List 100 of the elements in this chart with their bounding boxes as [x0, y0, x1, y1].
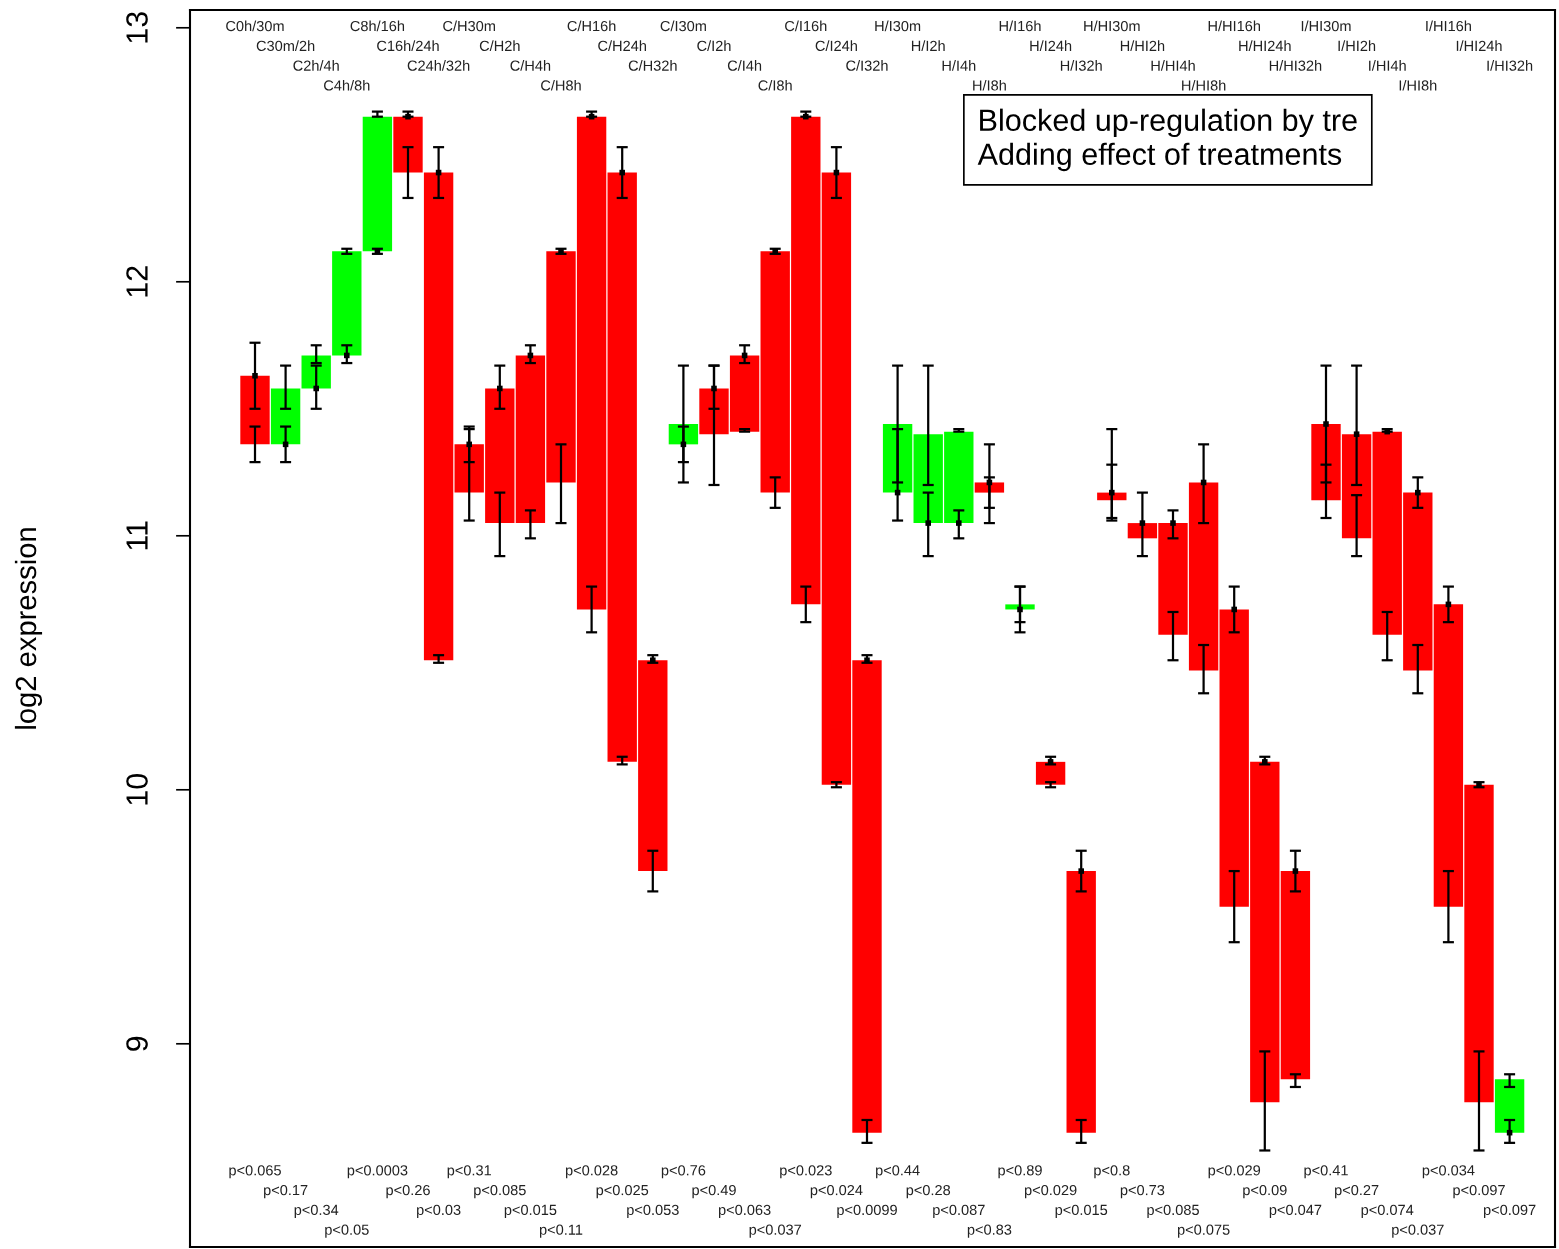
annotation: p<0.065 [229, 1165, 281, 1179]
annotation: p<0.023 [780, 1165, 832, 1179]
annotation: p<0.029 [1208, 1165, 1261, 1179]
point [1078, 868, 1084, 874]
x-tick-label: C16h/24h [377, 40, 439, 52]
y-tick-label: 11 [126, 521, 148, 550]
annotation: p<0.26 [386, 1184, 430, 1199]
x-tick-label: H/I32h [1060, 60, 1102, 71]
annotation: p<0.0099 [837, 1204, 897, 1218]
bar [423, 172, 454, 661]
x-tick-label: I/HI4h [1369, 60, 1406, 71]
annotation: p<0.73 [1120, 1184, 1165, 1199]
point [1017, 606, 1023, 613]
point [1231, 606, 1237, 613]
bar [332, 251, 362, 356]
annotation: p<0.015 [1055, 1204, 1108, 1218]
annotation: p<0.075 [1177, 1224, 1230, 1238]
x-tick-label: I/HI30m [1301, 20, 1351, 32]
point [497, 385, 503, 392]
annotation: p<0.17 [264, 1184, 308, 1199]
point [1415, 489, 1421, 496]
annotation: Blocked up-regulation by tre Adding effect of treatments [977, 108, 1357, 172]
annotation: p<0.83 [967, 1224, 1012, 1238]
annotation: p<0.09 [1243, 1184, 1287, 1199]
annotation: p<0.087 [933, 1204, 985, 1218]
point [344, 352, 350, 359]
point [925, 520, 931, 526]
y-tick-label: 13 [126, 12, 148, 43]
x-tick-label: I/HI32h [1487, 60, 1533, 71]
x-tick-label: H/HI30m [1084, 20, 1140, 32]
x-tick-label: C0h/30m [226, 20, 284, 32]
x-tick-label: C/H16h [567, 20, 616, 32]
annotation: p<0.034 [1422, 1165, 1475, 1179]
bar [1494, 1079, 1525, 1133]
x-tick-label: C/H30m [443, 20, 495, 32]
annotation: p<0.024 [810, 1184, 863, 1199]
x-tick-label: C/I8h [758, 79, 792, 91]
bar [240, 375, 270, 445]
point [1139, 520, 1146, 526]
annotation: p<0.028 [565, 1165, 618, 1179]
point [1170, 520, 1176, 526]
annotation: p<0.03 [417, 1204, 461, 1218]
annotation: p<0.28 [906, 1184, 951, 1199]
annotation: p<0.037 [749, 1224, 802, 1238]
annotation: p<0.31 [447, 1165, 491, 1179]
bar [362, 116, 393, 252]
x-tick-label: H/HI24h [1239, 40, 1291, 52]
point [1292, 868, 1299, 874]
y-tick-label: 9 [126, 1036, 148, 1051]
x-tick-label: H/I2h [911, 40, 945, 52]
y-axis-title: log2 expression [14, 528, 43, 729]
x-tick-label: C/I16h [785, 20, 827, 32]
bar [1066, 871, 1096, 1133]
x-tick-label: C/H2h [479, 40, 520, 52]
x-tick-label: C/H8h [541, 79, 581, 91]
x-tick-label: H/I30m [875, 20, 921, 32]
x-tick-label: H/HI4h [1151, 60, 1195, 71]
annotation: p<0.037 [1392, 1224, 1444, 1238]
x-tick-label: H/HI32h [1269, 60, 1322, 71]
point [956, 520, 962, 526]
x-tick-label: H/HI8h [1182, 79, 1226, 91]
y-tick-label: 12 [126, 266, 148, 297]
annotation: p<0.025 [596, 1184, 649, 1199]
x-tick-label: H/HI16h [1208, 20, 1260, 32]
annotation: p<0.063 [718, 1204, 771, 1218]
x-tick-label: C/H32h [628, 60, 677, 71]
annotation: p<0.097 [1453, 1184, 1505, 1199]
x-tick-label: H/I4h [942, 60, 976, 71]
x-tick-label: I/HI2h [1338, 40, 1376, 52]
bar [1280, 871, 1311, 1080]
bar [393, 116, 423, 173]
x-tick-label: C/I4h [727, 60, 762, 71]
x-tick-label: C/H4h [510, 60, 551, 71]
point [711, 385, 717, 392]
point [1353, 431, 1360, 437]
x-tick-label: C8h/16h [350, 20, 405, 32]
x-tick-label: H/I8h [973, 79, 1006, 91]
point [1323, 421, 1329, 427]
annotation: p<0.11 [539, 1224, 583, 1238]
annotation: p<0.029 [1024, 1184, 1077, 1199]
annotation: p<0.085 [1147, 1204, 1199, 1218]
annotation: p<0.015 [504, 1204, 557, 1218]
x-tick-label: C/I32h [846, 60, 888, 71]
annotation: p<0.0003 [347, 1165, 408, 1179]
annotation: p<0.41 [1304, 1165, 1348, 1179]
x-tick-label: C2h/4h [293, 60, 339, 71]
x-tick-label: I/HI8h [1399, 79, 1437, 91]
point [313, 385, 319, 392]
x-tick-label: C24h/32h [407, 60, 470, 71]
annotation: p<0.047 [1269, 1204, 1322, 1218]
x-tick-label: H/I24h [1030, 40, 1072, 52]
point [1109, 489, 1115, 496]
annotation: p<0.44 [876, 1165, 920, 1179]
annotation: p<0.76 [661, 1165, 706, 1179]
annotation: p<0.053 [627, 1204, 679, 1218]
annotation: p<0.085 [474, 1184, 526, 1199]
x-tick-label: H/HI2h [1120, 40, 1165, 52]
point [466, 441, 472, 448]
point [619, 169, 625, 176]
x-tick-label: C/I30m [660, 20, 706, 32]
